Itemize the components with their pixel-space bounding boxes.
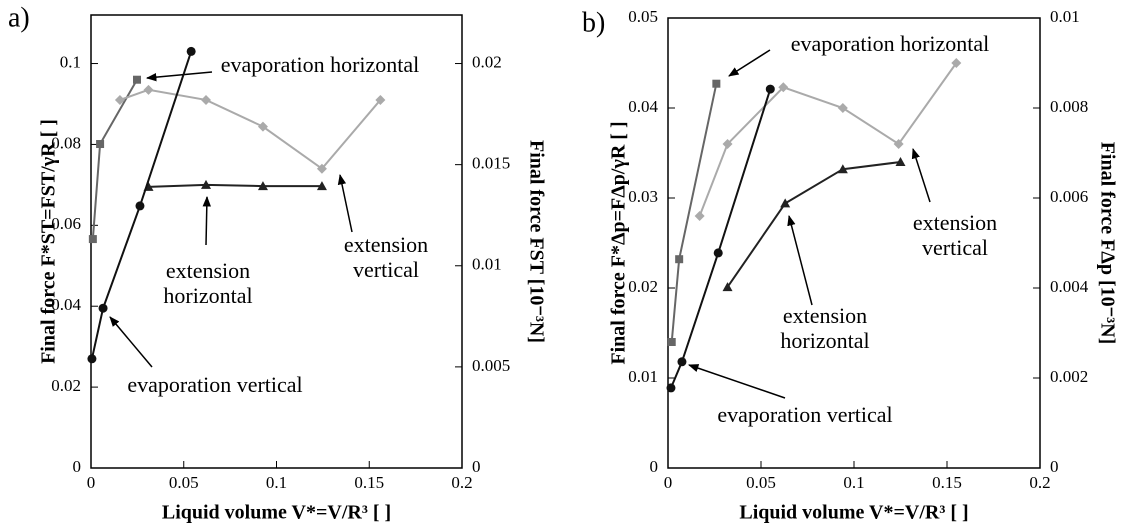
y2-tick-label: 0.002 — [1050, 367, 1088, 386]
annotation: extension vertical — [912, 210, 998, 260]
x-axis-label: Liquid volume V*=V/R³ [ ] — [162, 502, 391, 524]
x-tick-label: 0.05 — [746, 473, 776, 492]
y-tick-label: 0.01 — [628, 367, 658, 386]
series-line — [698, 62, 958, 217]
y2-tick-label: 0.02 — [472, 52, 502, 71]
point — [893, 139, 904, 149]
y2-tick-label: 0.01 — [1050, 7, 1080, 26]
panel-label: b) — [582, 7, 605, 38]
series-line — [670, 88, 772, 389]
y-axis-label: Final force F*ST=FST/γR [ ] — [38, 119, 60, 364]
point — [837, 164, 848, 174]
annotation: extension horizontal — [780, 303, 870, 353]
y2-tick-label: 0.006 — [1050, 187, 1088, 206]
y2-tick-label: 0 — [472, 457, 481, 476]
point — [96, 140, 105, 149]
point — [114, 94, 125, 105]
x-tick-label: 0 — [87, 473, 96, 492]
point — [316, 163, 327, 174]
y-tick-label: 0.05 — [628, 7, 658, 26]
point — [895, 157, 906, 166]
series-line — [148, 183, 322, 188]
x-tick-label: 0.15 — [354, 473, 384, 492]
x-tick-label: 0.2 — [451, 473, 472, 492]
annotation: evaporation horizontal — [220, 52, 420, 77]
y2-tick-label: 0.008 — [1050, 97, 1088, 116]
y-tick-label: 0 — [73, 457, 82, 476]
point — [677, 357, 687, 367]
y2-tick-label: 0.004 — [1050, 277, 1089, 296]
point — [666, 383, 676, 393]
point — [133, 75, 142, 84]
point — [778, 82, 789, 93]
y2-axis-label: Final force FST [10⁻³N] — [525, 140, 547, 343]
point — [257, 121, 268, 132]
point — [186, 46, 196, 56]
series-line — [91, 79, 138, 240]
y-tick-label: 0.06 — [51, 214, 81, 233]
series-line — [670, 83, 718, 343]
point — [722, 139, 733, 149]
point — [837, 103, 848, 113]
point — [98, 303, 108, 313]
annotation: evaporation vertical — [127, 372, 303, 397]
y-tick-label: 0.04 — [628, 97, 658, 116]
x-tick-label: 0.2 — [1029, 473, 1050, 492]
point — [201, 179, 212, 189]
x-tick-label: 0.15 — [932, 473, 962, 492]
annotation: evaporation vertical — [717, 402, 893, 427]
point — [257, 181, 268, 191]
y-tick-label: 0.02 — [51, 376, 81, 395]
point — [675, 255, 684, 264]
arrows — [109, 49, 931, 399]
y2-tick-label: 0.01 — [472, 255, 502, 274]
point — [87, 354, 97, 364]
point — [135, 201, 145, 211]
point — [143, 84, 154, 95]
point — [316, 181, 327, 191]
y-tick-label: 0.1 — [60, 52, 81, 71]
panel-label: a) — [8, 2, 30, 33]
x-tick-label: 0.1 — [843, 473, 864, 492]
point — [694, 211, 705, 221]
x-tick-label: 0.05 — [169, 473, 199, 492]
point — [722, 282, 733, 292]
y-tick-label: 0.04 — [51, 295, 81, 314]
series-line — [119, 88, 382, 171]
y2-tick-label: 0.005 — [472, 356, 510, 375]
y-tick-label: 0 — [650, 457, 659, 476]
x-tick-label: 0.1 — [266, 473, 287, 492]
y2-tick-label: 0 — [1050, 457, 1059, 476]
y-tick-label: 0.02 — [628, 277, 658, 296]
series-line — [90, 51, 193, 360]
point — [375, 94, 386, 105]
point — [951, 58, 962, 68]
point — [201, 94, 212, 105]
point — [713, 248, 723, 258]
point — [667, 338, 676, 346]
y2-axis-label: Final force FΔp [10⁻³N] — [1096, 142, 1118, 345]
annotation: evaporation horizontal — [790, 31, 990, 56]
point — [88, 235, 97, 244]
annotation: extension horizontal — [163, 258, 253, 308]
y-tick-label: 0.08 — [51, 133, 81, 152]
y2-tick-label: 0.015 — [472, 154, 510, 173]
point — [712, 79, 721, 88]
point — [780, 198, 791, 208]
y-axis-label: Final force F*Δp=FΔp/γR [ ] — [608, 121, 630, 364]
x-tick-label: 0 — [664, 473, 673, 492]
point — [765, 84, 775, 94]
series-line — [726, 161, 901, 288]
x-axis-label: Liquid volume V*=V/R³ [ ] — [739, 502, 968, 524]
annotation: extension vertical — [343, 232, 429, 282]
y-tick-label: 0.03 — [628, 187, 658, 206]
